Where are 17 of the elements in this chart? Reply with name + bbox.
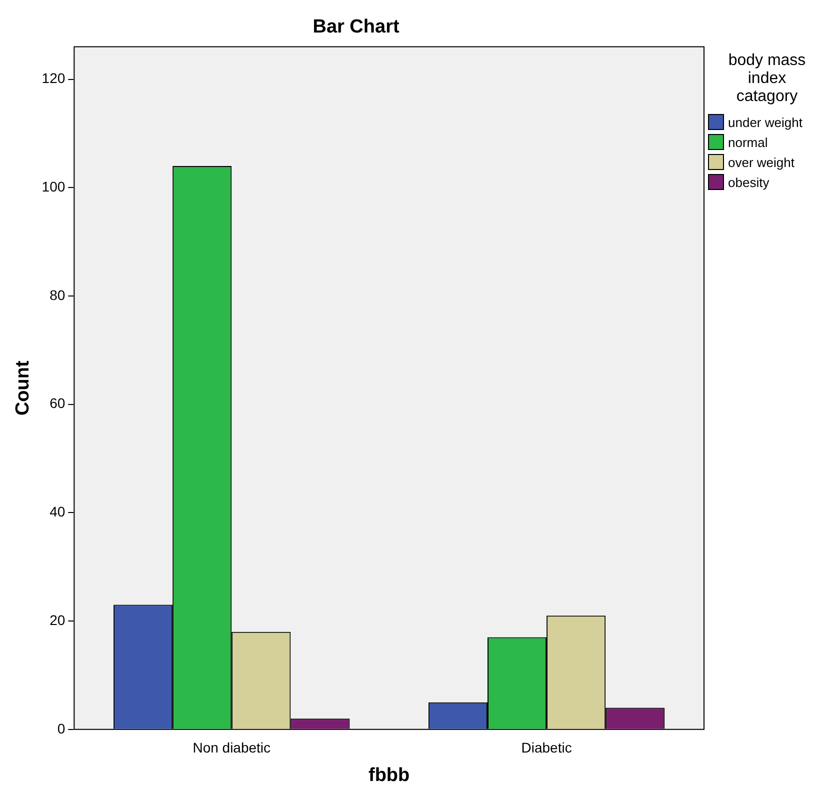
y-tick-label: 120 (42, 70, 66, 86)
y-tick-label: 80 (50, 286, 66, 303)
chart-title: Bar Chart (312, 16, 400, 38)
legend-label: normal (728, 134, 768, 150)
y-tick-label: 20 (50, 612, 66, 628)
x-axis-title: fbbb (368, 764, 410, 786)
y-axis-title: Count (12, 360, 34, 416)
x-tick-label: Non diabetic (192, 740, 271, 756)
legend-title: body mass index catagory (727, 52, 807, 106)
y-tick-label: 100 (42, 178, 66, 195)
legend-label: under weight (728, 114, 802, 130)
y-tick-label: 60 (50, 395, 66, 412)
y-tick-label: 40 (50, 504, 66, 520)
y-tick-label: 0 (57, 720, 66, 736)
legend-label: over weight (728, 154, 794, 170)
legend-label: obesity (728, 174, 770, 190)
x-tick-label: Diabetic (521, 740, 572, 756)
